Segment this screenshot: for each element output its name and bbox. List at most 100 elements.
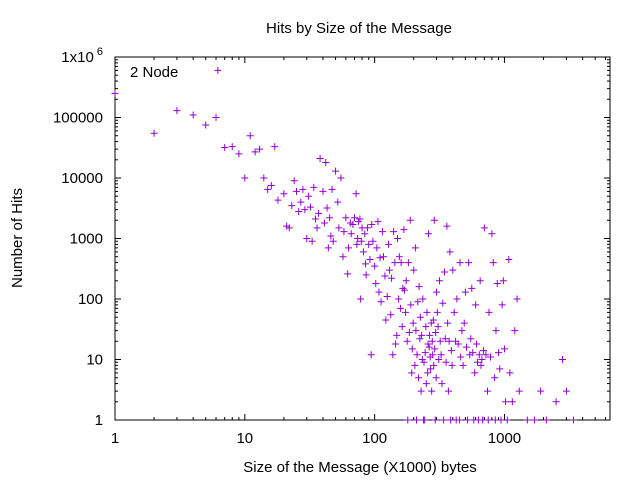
y-tick-label: 1000 [70,231,103,248]
data-point [319,187,327,195]
data-point [430,216,438,224]
data-point [441,335,449,343]
data-point [480,347,488,355]
data-point [508,398,516,406]
data-point [488,230,496,238]
data-point [308,237,316,245]
data-point [448,361,456,369]
data-point [407,301,415,309]
data-point [377,298,385,306]
data-point [305,192,313,200]
data-point [362,271,370,279]
y-axis: 1 10 100 1000 10000 100000 1x10 6 [53,46,610,429]
data-point [395,253,403,261]
y-tick-label: 100000 [53,110,103,127]
data-point [328,185,336,193]
data-point [382,316,390,324]
data-point [480,224,488,232]
data-point [404,416,412,424]
data-point [444,387,452,395]
data-point [450,308,458,316]
data-point [500,345,508,353]
data-point [471,369,479,377]
data-point [421,349,429,357]
data-point [420,358,428,366]
data-point [322,159,330,167]
data-point [569,416,577,424]
data-point [429,316,437,324]
data-point [461,288,469,296]
data-point [511,327,519,335]
data-point [415,283,423,291]
data-point [274,196,282,204]
data-point [385,266,393,274]
data-point [221,143,229,151]
data-point [404,259,412,267]
data-point [460,319,468,327]
x-tick-label: 1 [111,430,119,447]
data-point [502,398,510,406]
data-point [344,270,352,278]
data-point [327,232,335,240]
y-tick-label: 100 [78,291,103,308]
data-point [398,323,406,331]
data-point [453,295,461,303]
data-point [559,356,567,363]
data-point [326,214,334,222]
plot-frame [114,56,611,421]
data-point [456,259,464,267]
data-point [455,416,463,424]
data-point [347,230,355,238]
data-point [260,174,268,182]
data-point [361,260,369,268]
data-point [530,416,538,424]
data-point [150,129,158,137]
data-point [396,304,404,312]
data-point [485,308,493,316]
data-point [515,387,523,395]
data-point [415,374,423,382]
data-point [392,340,400,348]
data-point [361,230,369,238]
data-point [439,299,447,307]
data-point [356,215,364,223]
data-point [352,190,360,198]
data-point [301,206,309,214]
data-point [473,340,481,348]
y-tick-label-top: 1x10 6 [61,46,103,66]
data-point [483,387,491,395]
data-point [288,202,296,210]
data-point [385,240,393,248]
data-point [432,328,440,336]
data-point [324,244,332,252]
data-point [374,218,382,226]
data-point [492,327,500,335]
data-point [537,387,545,395]
data-point [505,255,513,263]
data-point [402,308,410,316]
data-point [373,244,381,252]
data-point [410,266,418,274]
data-point [467,335,475,343]
data-point [419,295,427,303]
data-point [443,222,451,230]
data-point [491,374,499,382]
data-point [438,380,446,388]
data-point [498,301,506,309]
data-point [463,343,471,351]
data-point [340,228,348,236]
data-point [454,340,462,348]
data-point [436,277,444,285]
data-point [349,221,357,229]
data-point [493,280,501,288]
data-point [189,111,197,119]
y-tick-label: 1 [95,412,103,429]
data-point [430,361,438,369]
data-point [335,224,343,232]
data-point [489,259,497,267]
data-point [486,353,494,361]
data-point [337,174,345,182]
data-point [469,349,477,357]
data-point [368,221,376,229]
legend-label: 2 Node [130,64,178,81]
